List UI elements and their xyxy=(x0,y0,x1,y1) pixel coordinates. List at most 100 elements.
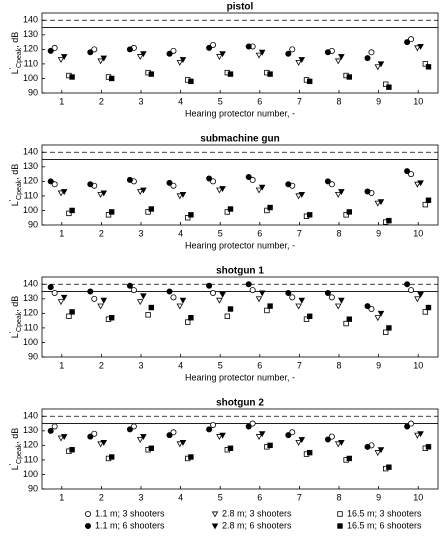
marker xyxy=(324,178,331,185)
x-tick-label: 9 xyxy=(376,492,381,502)
marker xyxy=(368,49,375,56)
y-axis-label-part: ′ xyxy=(9,463,16,465)
x-axis-label: Hearing protector number, - xyxy=(185,108,295,118)
x-tick-label: 7 xyxy=(297,492,302,502)
marker xyxy=(57,435,65,442)
marker xyxy=(51,289,58,296)
y-axis-label-part: Cpeak xyxy=(16,47,23,68)
marker xyxy=(126,426,133,433)
marker xyxy=(408,420,415,427)
marker xyxy=(97,441,104,448)
marker xyxy=(126,176,133,183)
marker xyxy=(383,329,389,335)
x-tick-label: 5 xyxy=(218,96,223,106)
marker xyxy=(338,297,345,304)
x-tick-label: 3 xyxy=(138,96,143,106)
chart-title: shotgun 2 xyxy=(216,398,264,409)
marker xyxy=(166,288,173,295)
x-tick-label: 7 xyxy=(297,96,302,106)
y-tick-label: 140 xyxy=(23,15,38,25)
marker xyxy=(51,423,58,430)
marker xyxy=(337,523,343,529)
marker xyxy=(60,54,68,61)
y-axis-label-part: , dB xyxy=(10,296,20,312)
marker xyxy=(227,71,234,77)
marker xyxy=(298,297,306,304)
legend-label: 16.5 m; 6 shooters xyxy=(347,520,422,530)
marker xyxy=(289,294,296,301)
marker xyxy=(425,64,432,70)
marker xyxy=(176,303,184,310)
marker xyxy=(364,55,371,62)
marker xyxy=(100,190,108,197)
marker xyxy=(227,306,234,312)
x-tick-label: 4 xyxy=(178,492,183,502)
x-tick-label: 4 xyxy=(178,360,183,370)
marker xyxy=(417,431,424,438)
marker xyxy=(87,433,94,440)
marker xyxy=(216,297,223,304)
marker xyxy=(343,212,349,218)
marker xyxy=(211,511,219,518)
marker xyxy=(91,46,98,53)
marker xyxy=(188,454,194,460)
x-tick-label: 7 xyxy=(297,228,302,238)
marker xyxy=(145,209,151,215)
marker xyxy=(47,284,54,291)
marker xyxy=(328,433,335,440)
x-tick-label: 6 xyxy=(257,96,262,106)
marker xyxy=(140,293,147,300)
marker xyxy=(179,191,187,198)
marker xyxy=(267,204,273,211)
marker xyxy=(85,510,92,517)
y-tick-label: 100 xyxy=(23,337,38,347)
y-axis-label: L′Cpeak, dB xyxy=(9,296,23,339)
marker xyxy=(386,217,392,224)
y-tick-label: 130 xyxy=(23,29,38,39)
marker xyxy=(176,441,184,448)
marker xyxy=(374,64,382,71)
marker xyxy=(295,303,302,310)
marker xyxy=(87,49,94,56)
marker xyxy=(130,287,137,294)
marker xyxy=(425,197,432,203)
marker xyxy=(170,182,177,189)
y-axis-label-part: ′ xyxy=(9,199,16,201)
marker xyxy=(188,315,194,321)
x-tick-label: 2 xyxy=(99,96,104,106)
marker xyxy=(425,444,432,450)
marker xyxy=(377,61,385,68)
marker xyxy=(91,295,98,302)
marker xyxy=(206,44,213,51)
marker xyxy=(289,429,296,436)
y-tick-label: 130 xyxy=(23,293,38,303)
marker xyxy=(249,176,256,183)
y-axis-label-part: ′ xyxy=(9,331,16,333)
marker xyxy=(166,432,173,439)
marker xyxy=(245,173,252,180)
y-tick-label: 90 xyxy=(28,87,38,97)
marker xyxy=(108,454,115,460)
legend-label: 16.5 m; 3 shooters xyxy=(347,508,422,518)
marker xyxy=(343,320,349,327)
marker xyxy=(166,179,173,186)
x-tick-label: 10 xyxy=(413,228,423,238)
marker xyxy=(136,437,144,443)
marker xyxy=(136,299,144,306)
marker xyxy=(100,55,108,62)
marker xyxy=(148,206,154,212)
chart-title: submachine gun xyxy=(200,134,279,145)
x-tick-label: 2 xyxy=(99,228,104,238)
marker xyxy=(100,297,108,304)
y-axis-label: L′Cpeak, dB xyxy=(9,164,23,207)
marker xyxy=(210,289,217,296)
y-tick-label: 120 xyxy=(23,44,38,54)
x-tick-label: 1 xyxy=(59,228,64,238)
y-tick-label: 140 xyxy=(23,279,38,289)
x-tick-label: 9 xyxy=(376,96,381,106)
marker xyxy=(87,181,94,188)
y-axis-label-part: , dB xyxy=(10,164,20,180)
x-tick-label: 1 xyxy=(59,96,64,106)
marker xyxy=(408,287,415,294)
x-tick-label: 6 xyxy=(257,360,262,370)
